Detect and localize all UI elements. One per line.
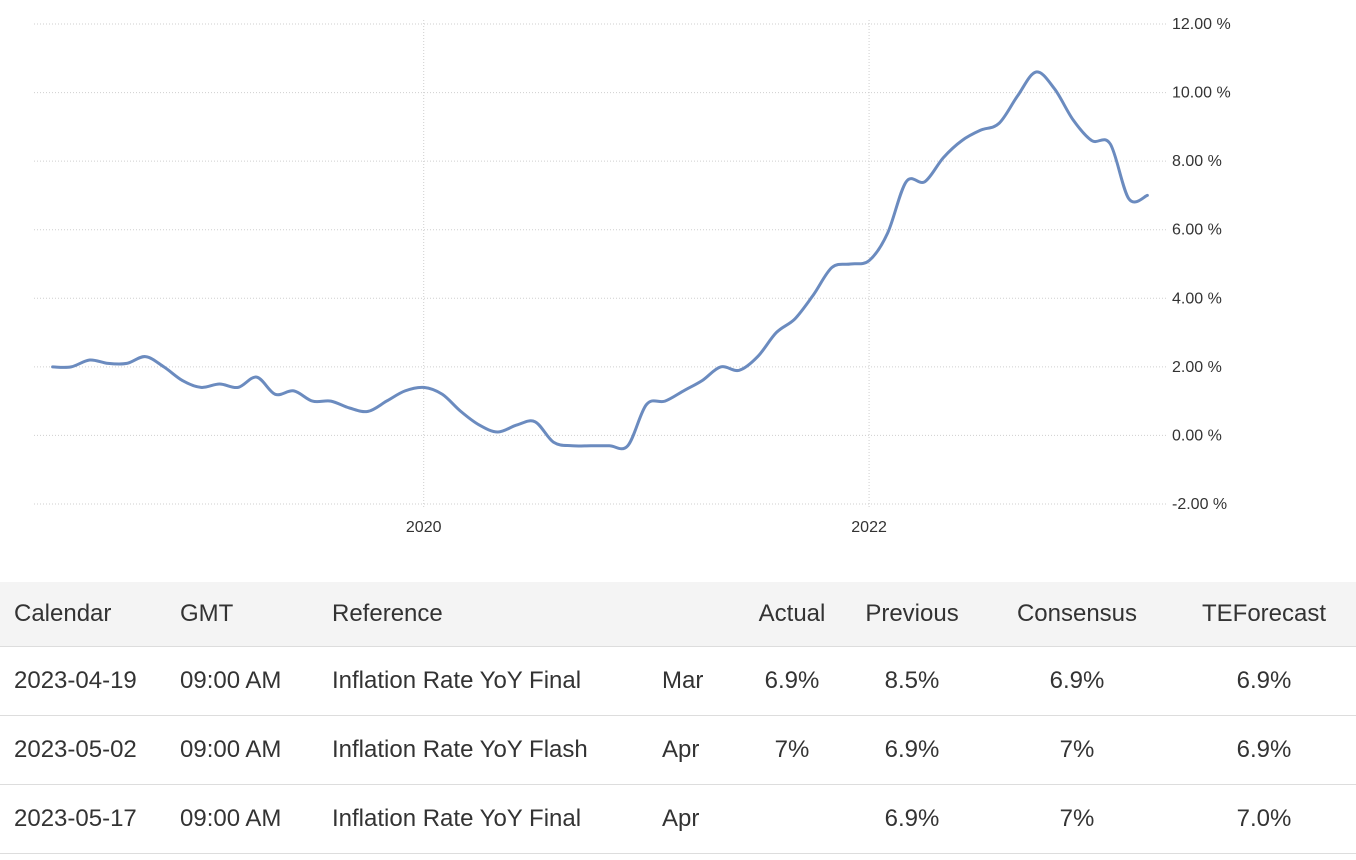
cell-calendar: 2023-05-02: [0, 715, 180, 785]
cell-teforecast: 6.9%: [1172, 646, 1356, 716]
header-calendar[interactable]: Calendar: [0, 582, 180, 647]
cell-period: Mar: [662, 646, 742, 716]
cell-calendar: 2023-04-19: [0, 646, 180, 716]
x-tick-label: 2020: [406, 519, 442, 536]
header-teforecast[interactable]: TEForecast: [1172, 582, 1356, 647]
cell-period: Apr: [662, 715, 742, 785]
header-previous[interactable]: Previous: [842, 582, 982, 647]
cell-consensus: 6.9%: [982, 646, 1172, 716]
cell-actual: [742, 784, 842, 854]
y-tick-label: 0.00 %: [1172, 427, 1222, 444]
cell-gmt: 09:00 AM: [180, 646, 332, 716]
table-row: 2023-05-17 09:00 AM Inflation Rate YoY F…: [0, 784, 1356, 854]
y-tick-label: 10.00 %: [1172, 85, 1231, 102]
cell-gmt: 09:00 AM: [180, 784, 332, 854]
cell-previous: 6.9%: [842, 715, 982, 785]
cell-reference[interactable]: Inflation Rate YoY Final: [332, 784, 662, 854]
cell-previous: 8.5%: [842, 646, 982, 716]
cell-previous: 6.9%: [842, 784, 982, 854]
y-tick-label: 6.00 %: [1172, 222, 1222, 239]
y-tick-label: 2.00 %: [1172, 359, 1222, 376]
inflation-chart: 12.00 % 10.00 % 8.00 % 6.00 % 4.00 % 2.00 % 0.…: [34, 16, 1231, 536]
y-tick-label: 12.00 %: [1172, 16, 1231, 33]
cell-consensus: 7%: [982, 715, 1172, 785]
cell-reference[interactable]: Inflation Rate YoY Final: [332, 646, 662, 716]
y-tick-label: 8.00 %: [1172, 153, 1222, 170]
grid-layer: [34, 20, 1166, 508]
table-header-row: Calendar GMT Reference Actual Previous C…: [0, 582, 1356, 647]
table-row: 2023-05-02 09:00 AM Inflation Rate YoY F…: [0, 715, 1356, 785]
cell-period: Apr: [662, 784, 742, 854]
tick-layer: 12.00 % 10.00 % 8.00 % 6.00 % 4.00 % 2.00 % 0.…: [406, 16, 1231, 536]
cell-teforecast: 6.9%: [1172, 715, 1356, 785]
line-layer: [51, 70, 1149, 451]
y-tick-label: -2.00 %: [1172, 496, 1227, 513]
cell-teforecast: 7.0%: [1172, 784, 1356, 854]
header-actual[interactable]: Actual: [742, 582, 842, 647]
chart-svg: 12.00 % 10.00 % 8.00 % 6.00 % 4.00 % 2.00 % 0.…: [34, 16, 1231, 536]
calendar-table: Calendar GMT Reference Actual Previous C…: [0, 582, 1356, 854]
cell-reference[interactable]: Inflation Rate YoY Flash: [332, 715, 662, 785]
header-gmt[interactable]: GMT: [180, 582, 332, 647]
table-row: 2023-04-19 09:00 AM Inflation Rate YoY F…: [0, 646, 1356, 716]
cell-calendar: 2023-05-17: [0, 784, 180, 854]
header-period: [662, 582, 742, 647]
cell-consensus: 7%: [982, 784, 1172, 854]
cell-actual: 6.9%: [742, 646, 842, 716]
x-tick-label: 2022: [851, 519, 887, 536]
header-reference[interactable]: Reference: [332, 582, 662, 647]
y-tick-label: 4.00 %: [1172, 290, 1222, 307]
cell-gmt: 09:00 AM: [180, 715, 332, 785]
cell-actual: 7%: [742, 715, 842, 785]
header-consensus[interactable]: Consensus: [982, 582, 1172, 647]
series-line: [51, 70, 1149, 451]
